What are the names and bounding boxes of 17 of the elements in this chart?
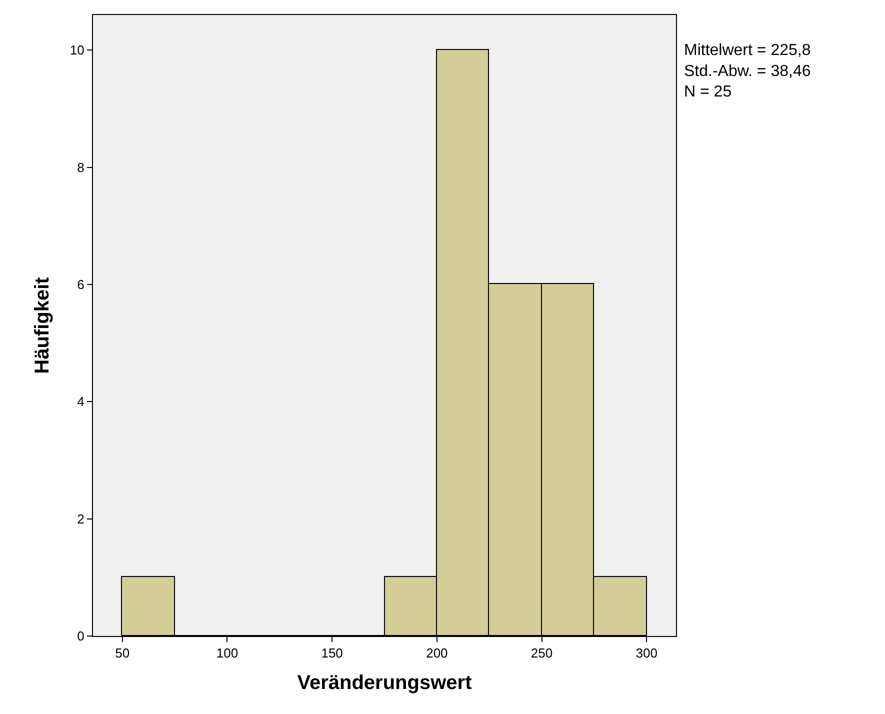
- y-tick-label: 0: [77, 628, 84, 644]
- x-tick-label: 200: [426, 646, 448, 661]
- x-tick-label: 100: [216, 646, 238, 661]
- text: Mittelwert = 225,8: [684, 42, 811, 59]
- y-tick-label: 2: [77, 511, 84, 526]
- text: Std.-Abw. = 38,46: [684, 62, 811, 80]
- y-tick-label: 4: [77, 394, 84, 410]
- x-tick-label: 50: [115, 646, 130, 661]
- y-tick-label: 8: [77, 160, 84, 175]
- x-axis-title: Veränderungswert: [297, 672, 472, 694]
- y-tick-label: 10: [70, 42, 84, 58]
- y-axis-title: Häufigkeit: [31, 276, 54, 374]
- y-tick-label: 6: [77, 277, 84, 292]
- text: N = 25: [684, 84, 732, 101]
- x-tick-label: 300: [636, 646, 658, 661]
- x-tick-label: 250: [530, 646, 553, 661]
- x-tick-label: 150: [321, 646, 343, 661]
